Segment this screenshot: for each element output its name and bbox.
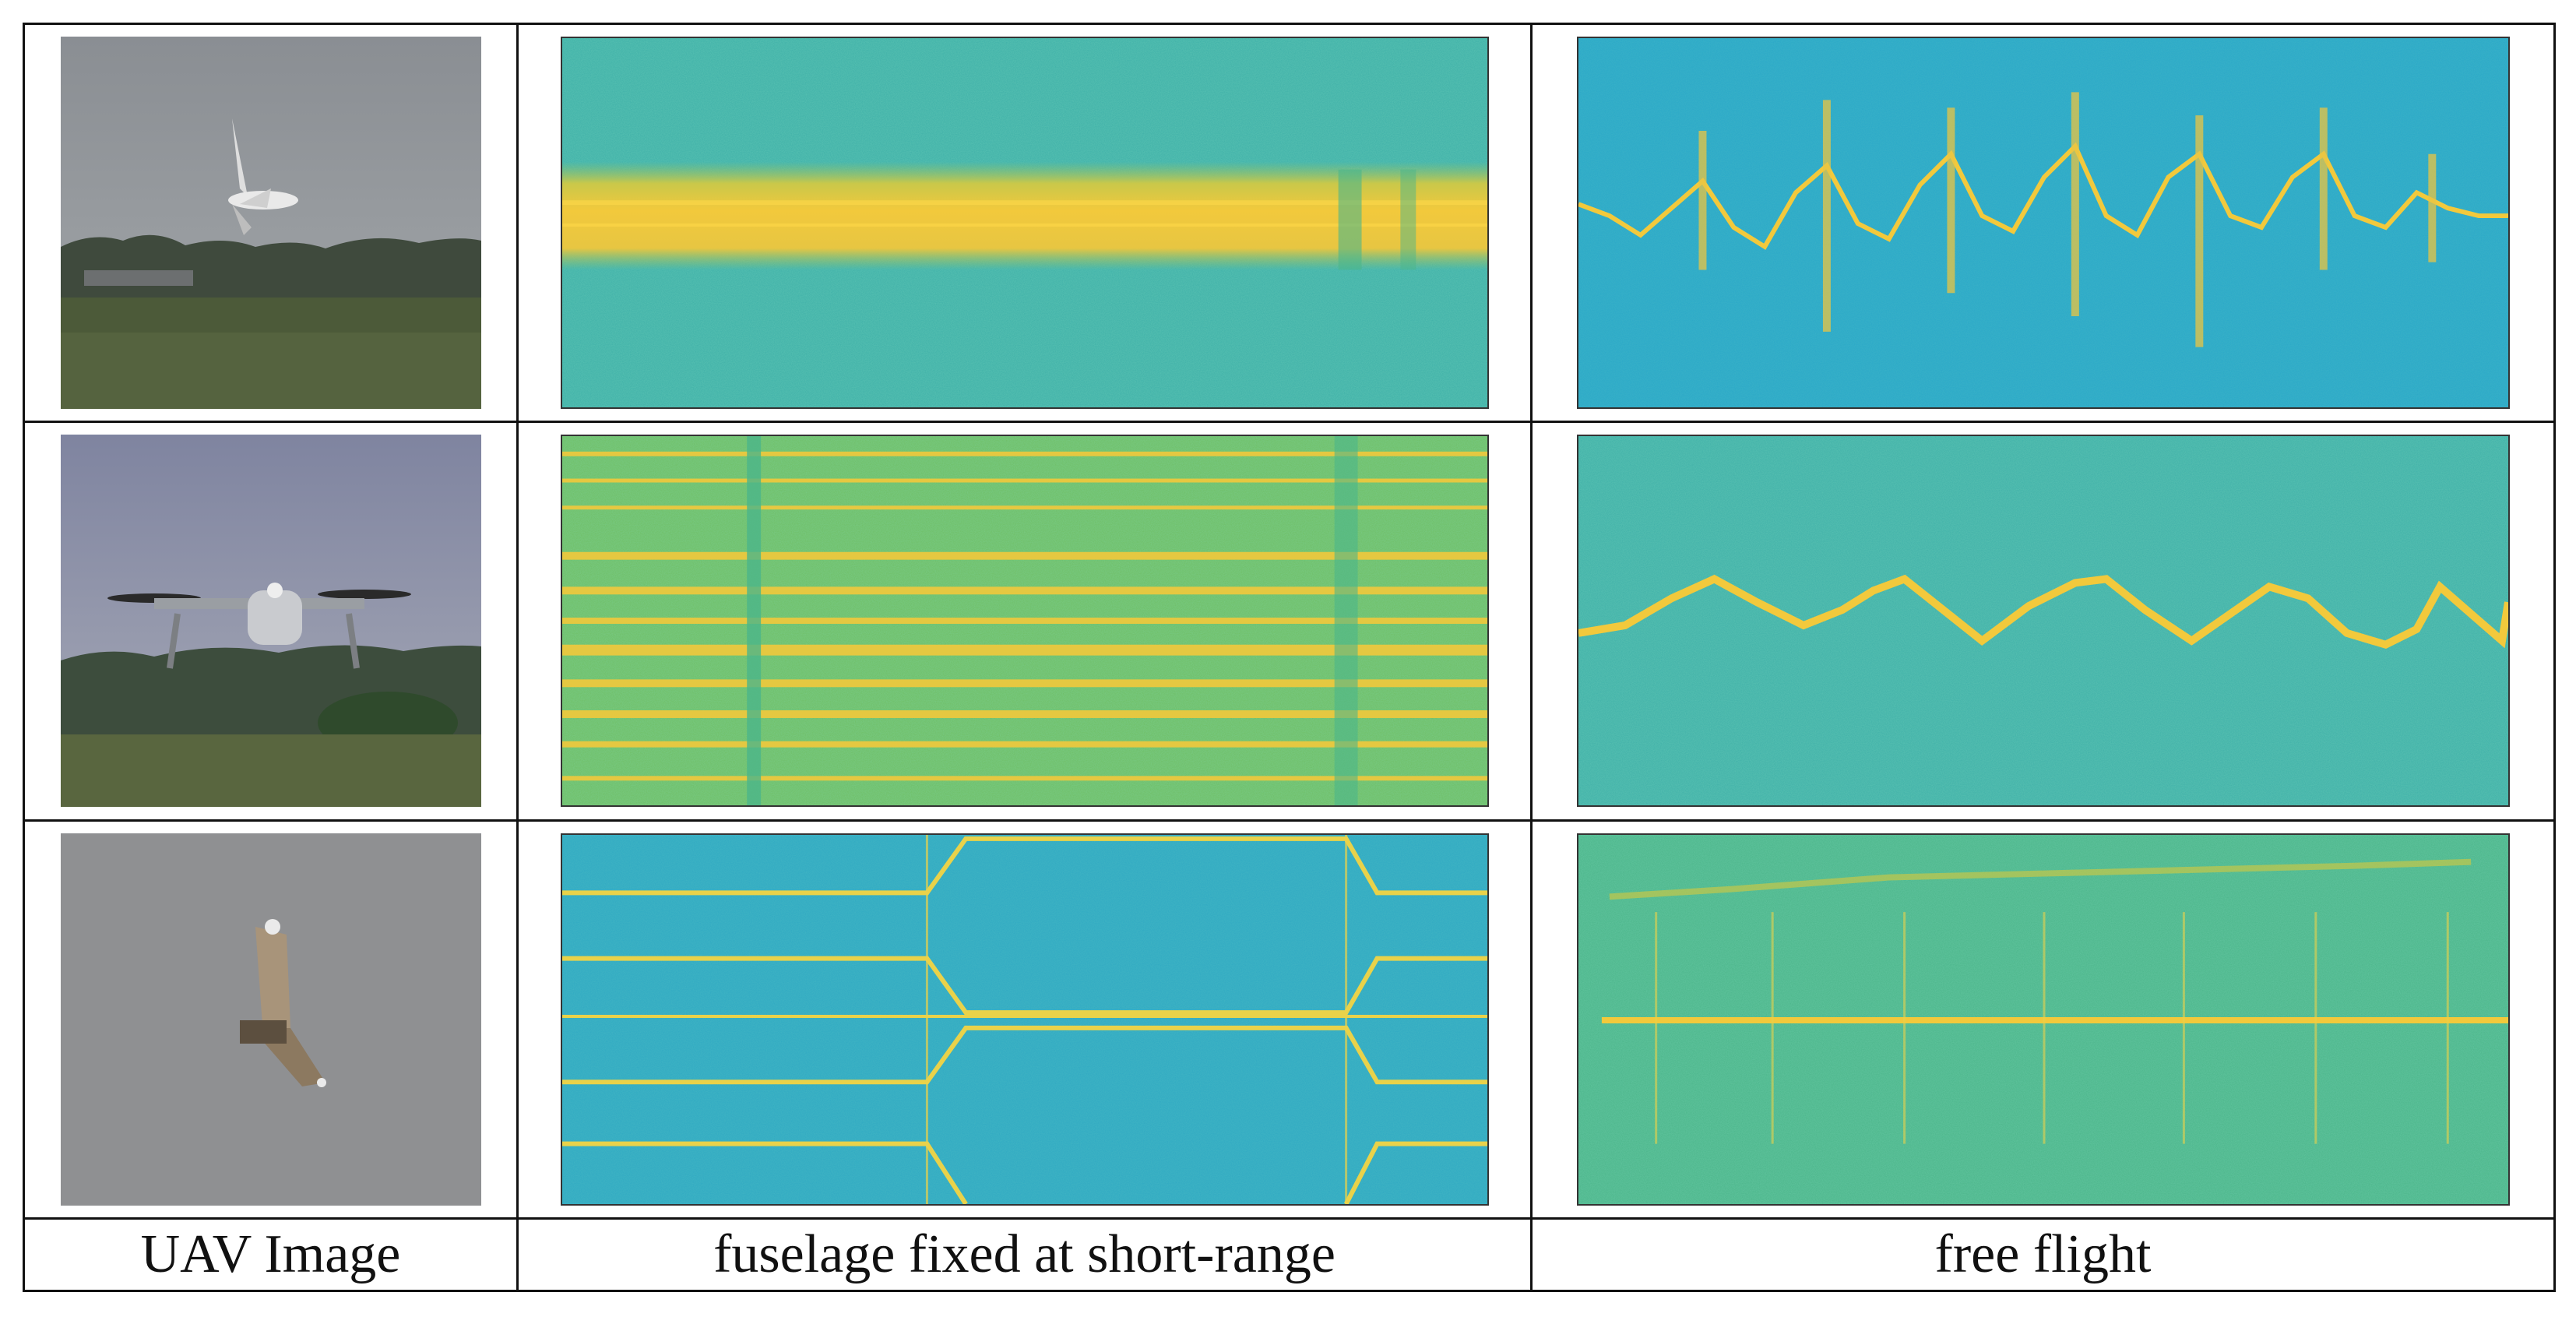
free-spectrogram-3 xyxy=(1576,833,2510,1206)
flying-wing-photo xyxy=(60,833,481,1206)
fixed-wing-drone-photo xyxy=(60,37,481,410)
figure-row-2 xyxy=(23,421,2556,822)
fixed-spectrogram-1 xyxy=(560,37,1489,410)
figure-grid: UAV Image fuselage fixed at short-range … xyxy=(23,22,2556,1293)
free-spectrogram-2 xyxy=(1576,435,2510,808)
fixed-label-cell: fuselage fixed at short-range xyxy=(516,1217,1533,1293)
uav-image-cell-2 xyxy=(23,421,519,822)
free-spectrogram-cell-1 xyxy=(1530,22,2556,424)
figure-row-1 xyxy=(23,22,2556,424)
quadcopter-photo xyxy=(60,435,481,808)
column-labels-row: UAV Image fuselage fixed at short-range … xyxy=(23,1217,2556,1293)
figure-row-3 xyxy=(23,819,2556,1220)
fixed-spectrogram-cell-3 xyxy=(516,819,1533,1220)
uav-image-label: UAV Image xyxy=(140,1224,401,1284)
fuselage-fixed-label: fuselage fixed at short-range xyxy=(713,1224,1336,1284)
fixed-spectrogram-3 xyxy=(560,833,1489,1206)
uav-image-cell-1 xyxy=(23,22,519,424)
uav-image-label-cell: UAV Image xyxy=(23,1217,519,1293)
free-spectrogram-1 xyxy=(1576,37,2510,410)
free-flight-label: free flight xyxy=(1934,1224,2152,1284)
free-flight-label-cell: free flight xyxy=(1530,1217,2556,1293)
fixed-spectrogram-cell-1 xyxy=(516,22,1533,424)
fixed-spectrogram-2 xyxy=(560,435,1489,808)
free-spectrogram-cell-3 xyxy=(1530,819,2556,1220)
free-spectrogram-cell-2 xyxy=(1530,421,2556,822)
fixed-spectrogram-cell-2 xyxy=(516,421,1533,822)
uav-image-cell-3 xyxy=(23,819,519,1220)
